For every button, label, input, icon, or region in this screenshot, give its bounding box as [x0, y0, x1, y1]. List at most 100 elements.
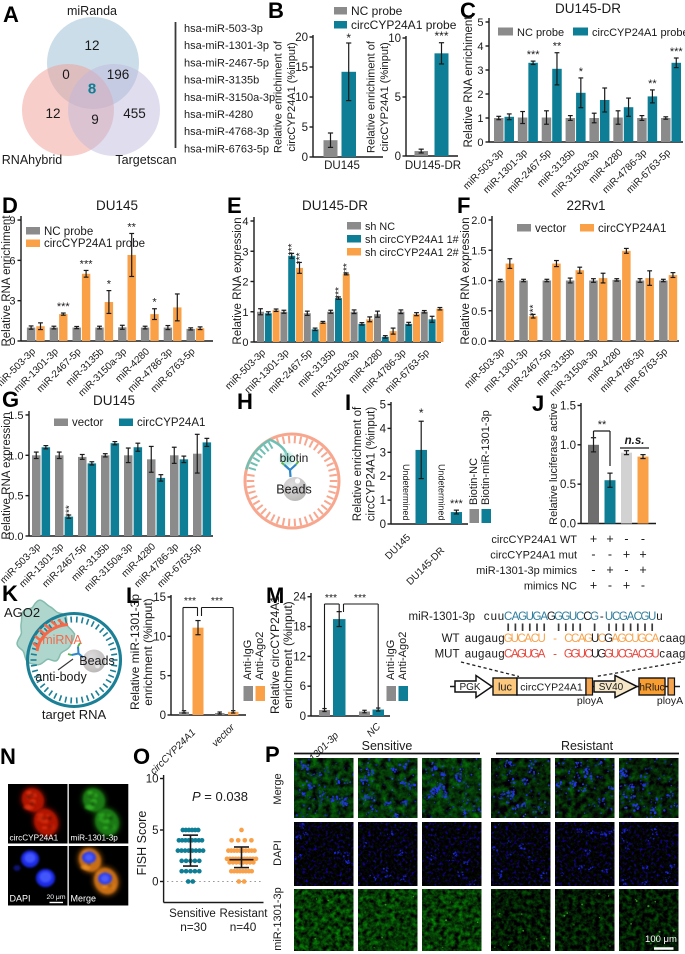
svg-text:-: - — [553, 633, 557, 645]
svg-text:A: A — [3, 2, 19, 27]
svg-text:+: + — [639, 563, 646, 577]
svg-text:-: - — [641, 579, 645, 593]
svg-text:100 μm: 100 μm — [645, 934, 677, 945]
svg-text:C: C — [576, 611, 584, 623]
svg-text:a: a — [666, 633, 673, 645]
svg-text:DU145: DU145 — [324, 160, 360, 172]
svg-text:u: u — [498, 611, 504, 623]
svg-text:+: + — [606, 532, 613, 546]
svg-text:1: 1 — [380, 495, 386, 507]
svg-text:12: 12 — [84, 38, 99, 53]
svg-text:***: *** — [434, 29, 448, 43]
svg-text:0: 0 — [302, 152, 308, 164]
svg-text:NC probe: NC probe — [44, 226, 93, 238]
svg-text:G: G — [619, 611, 628, 623]
svg-text:a: a — [465, 633, 472, 645]
svg-text:Relative enrichiment of: Relative enrichiment of — [273, 40, 285, 153]
svg-text:U: U — [651, 649, 659, 661]
svg-text:G: G — [644, 649, 653, 661]
svg-text:n=40: n=40 — [230, 920, 257, 934]
svg-text:***: *** — [57, 301, 71, 313]
svg-text:Merge: Merge — [272, 773, 284, 804]
svg-text:a: a — [672, 649, 679, 661]
svg-text:C: C — [634, 611, 642, 623]
svg-text:-: - — [641, 532, 645, 546]
svg-text:enrichment (%input): enrichment (%input) — [281, 601, 295, 708]
svg-text:U: U — [524, 649, 532, 661]
svg-text:***: *** — [287, 243, 298, 255]
svg-text:G: G — [604, 633, 613, 645]
svg-text:**: ** — [553, 41, 562, 53]
svg-text:hsa-miR-503-3p: hsa-miR-503-3p — [184, 23, 263, 35]
svg-text:G: G — [518, 611, 527, 623]
svg-text:+: + — [623, 579, 630, 593]
svg-text:circCYP24A1 (%input): circCYP24A1 (%input) — [366, 407, 378, 522]
svg-text:8: 8 — [88, 81, 96, 98]
svg-text:Relative RNA expression: Relative RNA expression — [232, 217, 244, 344]
svg-text:A: A — [632, 649, 640, 661]
svg-text:U: U — [569, 611, 577, 623]
svg-text:a: a — [485, 633, 492, 645]
svg-text:10: 10 — [388, 33, 401, 45]
svg-text:G: G — [584, 633, 593, 645]
svg-text:DAPI: DAPI — [272, 840, 284, 866]
svg-text:U: U — [648, 611, 656, 623]
svg-text:DU145: DU145 — [96, 198, 138, 213]
svg-text:O: O — [133, 744, 150, 769]
svg-text:0.0: 0.0 — [471, 336, 486, 348]
svg-text:u: u — [491, 633, 497, 645]
svg-text:5: 5 — [395, 92, 401, 104]
svg-text:Merge: Merge — [71, 894, 97, 904]
svg-text:3: 3 — [380, 447, 386, 459]
svg-text:P: P — [265, 742, 280, 767]
svg-text:P = 0.038: P = 0.038 — [192, 789, 248, 804]
svg-text:sh circCYP24A1 2#: sh circCYP24A1 2# — [365, 247, 459, 259]
svg-text:sh circCYP24A1 1#: sh circCYP24A1 1# — [365, 234, 459, 246]
svg-text:SV40: SV40 — [599, 682, 624, 693]
svg-text:***: *** — [211, 595, 223, 607]
svg-text:circCYP24A1 probe: circCYP24A1 probe — [44, 238, 145, 250]
svg-text:enrichment (%input): enrichment (%input) — [141, 598, 155, 705]
svg-text:0.0: 0.0 — [8, 531, 23, 543]
svg-text:hsa-miR-4768-3p: hsa-miR-4768-3p — [184, 126, 269, 138]
svg-text:D: D — [2, 193, 18, 218]
svg-text:vector: vector — [535, 223, 566, 235]
svg-text:1: 1 — [477, 113, 483, 125]
svg-text:G: G — [624, 649, 633, 661]
svg-text:C: C — [460, 0, 476, 23]
svg-text:WT: WT — [442, 633, 460, 645]
svg-text:0: 0 — [380, 519, 386, 531]
svg-text:2.0: 2.0 — [471, 215, 486, 227]
svg-text:circCYP24A1: circCYP24A1 — [598, 223, 666, 235]
svg-text:***: *** — [450, 498, 464, 510]
svg-text:-: - — [624, 532, 628, 546]
svg-text:hsa-miR-3150a-3p: hsa-miR-3150a-3p — [184, 92, 275, 104]
svg-text:Relative RNA expression: Relative RNA expression — [1, 412, 13, 539]
svg-text:5: 5 — [380, 400, 386, 412]
svg-text:+: + — [639, 548, 646, 562]
svg-text:***: *** — [670, 46, 684, 58]
svg-text:a: a — [666, 649, 673, 661]
svg-text:5: 5 — [152, 825, 158, 837]
svg-text:2: 2 — [477, 89, 483, 101]
svg-text:M: M — [266, 583, 284, 608]
svg-text:A: A — [611, 633, 619, 645]
svg-text:Biotin-NC: Biotin-NC — [468, 458, 480, 505]
svg-text:u: u — [491, 611, 497, 623]
svg-text:**: ** — [648, 78, 657, 90]
svg-text:G: G — [604, 649, 613, 661]
svg-text:G: G — [504, 633, 513, 645]
svg-text:vector: vector — [72, 417, 103, 429]
svg-text:4: 4 — [380, 423, 387, 435]
svg-text:hsa-miR-2467-5p: hsa-miR-2467-5p — [184, 57, 269, 69]
svg-text:*: * — [107, 279, 112, 291]
svg-text:U: U — [511, 633, 519, 645]
svg-text:A: A — [578, 633, 586, 645]
svg-text:circCYP24A1: circCYP24A1 — [520, 682, 583, 694]
svg-text:A: A — [627, 611, 635, 623]
svg-text:18: 18 — [293, 622, 306, 634]
svg-text:anti-body: anti-body — [35, 670, 87, 684]
svg-text:c: c — [659, 649, 665, 661]
svg-text:miRanda: miRanda — [67, 4, 117, 18]
svg-text:-: - — [608, 579, 612, 593]
